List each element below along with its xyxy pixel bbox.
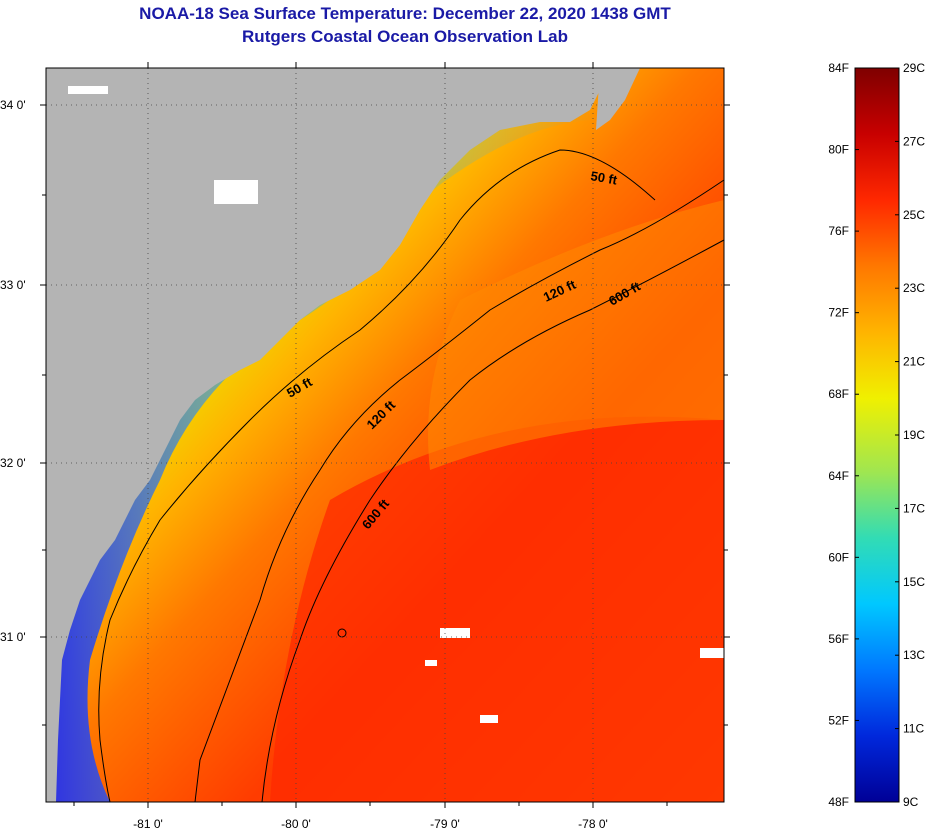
contour-120ft	[194, 179, 725, 803]
cloud-patches	[68, 86, 724, 723]
colorbar-c-label: 19C	[903, 428, 925, 442]
graticule	[46, 68, 724, 802]
colorbar-f-label: 48F	[828, 795, 849, 809]
colorbar-f-label: 72F	[828, 306, 849, 320]
lat-label-32: 32 0'	[0, 456, 26, 470]
colorbar-f-label: 80F	[828, 143, 849, 157]
colorbar-f-label: 76F	[828, 224, 849, 238]
map-frame	[45, 67, 725, 803]
colorbar-gradient	[854, 67, 900, 803]
colorbar-c-label: 15C	[903, 575, 925, 589]
colorbar-c-label: 23C	[903, 281, 925, 295]
lat-label-33: 33 0'	[0, 278, 26, 292]
colorbar-c-label: 13C	[903, 648, 925, 662]
colorbar-c-label: 17C	[903, 501, 925, 515]
colorbar-f-label: 68F	[828, 387, 849, 401]
colorbar-c-label: 9C	[903, 795, 919, 809]
lat-label-31: 31 0'	[0, 630, 26, 644]
warm-gulf-stream	[270, 416, 724, 802]
axis-ticks	[40, 62, 730, 808]
colorbar-f-label: 56F	[828, 632, 849, 646]
land-cape	[596, 68, 640, 130]
colorbar-c-label: 11C	[903, 722, 924, 736]
land-mass	[46, 68, 600, 802]
colorbar-c-label: 27C	[903, 134, 925, 148]
colorbar-c-label: 29C	[903, 61, 925, 75]
map-subtitle: Rutgers Coastal Ocean Observation Lab	[242, 27, 568, 46]
map-title: NOAA-18 Sea Surface Temperature: Decembe…	[139, 4, 671, 23]
colorbar-f-label: 84F	[828, 61, 849, 75]
contour-50ft	[98, 149, 656, 803]
lon-label-79: -79 0'	[430, 817, 460, 831]
colorbar-c-label: 25C	[903, 208, 925, 222]
contour-600ft	[261, 239, 725, 803]
warm-offshore-band	[428, 200, 724, 470]
contour-label-50ft-north: 50 ft	[589, 168, 619, 188]
lon-label-80: -80 0'	[281, 817, 311, 831]
lat-label-34: 34 0'	[0, 98, 26, 112]
colorbar-f-label: 52F	[828, 713, 849, 727]
lon-label-81: -81 0'	[133, 817, 163, 831]
colorbar-f-label: 60F	[828, 550, 849, 564]
lon-label-78: -78 0'	[578, 817, 608, 831]
colorbar-f-label: 64F	[828, 469, 849, 483]
colorbar-c-label: 21C	[903, 355, 925, 369]
